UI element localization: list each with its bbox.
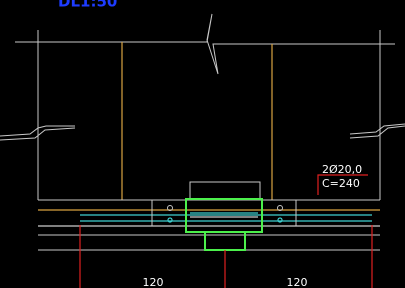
- drawing-title: DL1:50: [58, 0, 117, 11]
- cover-label: C=240: [322, 177, 360, 190]
- dimension-right: 120: [287, 276, 308, 288]
- cad-drawing: DL1:50 2Ø20,0 C=240: [0, 0, 405, 288]
- dimension-left: 120: [143, 276, 164, 288]
- rebar-label: 2Ø20,0: [322, 163, 362, 176]
- background: [0, 0, 405, 288]
